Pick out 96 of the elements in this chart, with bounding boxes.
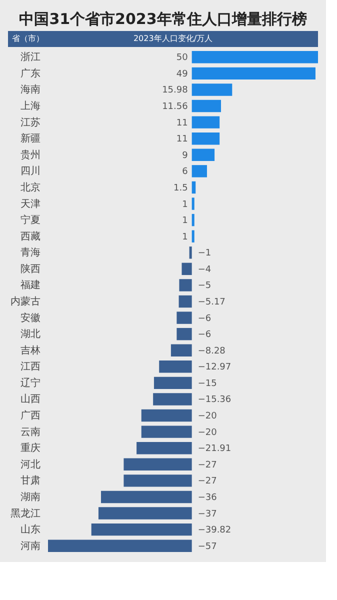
- data-label: −8.28: [198, 346, 226, 356]
- y-tick-label: 黑龙江: [10, 507, 40, 520]
- data-label: 11.56: [162, 102, 188, 112]
- data-label: −1: [198, 248, 212, 259]
- bar: [170, 344, 192, 356]
- data-label: −15: [198, 378, 217, 389]
- bar: [192, 214, 194, 226]
- bar: [192, 165, 207, 178]
- bar: [192, 230, 194, 242]
- data-label: 11: [176, 134, 188, 145]
- y-tick-label: 宁夏: [20, 214, 40, 226]
- y-axis-title: 省（市）: [12, 34, 44, 43]
- bar: [124, 474, 192, 487]
- data-label: −15.36: [198, 395, 232, 406]
- data-label: −27: [198, 476, 217, 487]
- y-tick-label: 山西: [20, 393, 40, 406]
- data-label: −12.97: [198, 362, 232, 373]
- data-label: 1.5: [174, 183, 188, 194]
- y-tick-label: 内蒙古: [10, 296, 40, 308]
- bar: [141, 409, 192, 422]
- y-tick-label: 上海: [20, 100, 40, 112]
- chart-title: 中国31个省市2023年常住人口增量排行榜: [19, 10, 307, 28]
- y-tick-label: 云南: [20, 426, 40, 438]
- data-label: 50: [176, 53, 188, 64]
- y-tick-label: 贵州: [20, 148, 40, 161]
- data-label: −5: [198, 281, 212, 292]
- data-label: −37: [198, 509, 217, 520]
- data-label: −6: [198, 330, 212, 340]
- data-label: −6: [198, 314, 212, 324]
- y-tick-label: 广东: [20, 67, 40, 80]
- bar: [48, 540, 192, 552]
- x-axis-title: 2023年人口变化/万人: [133, 34, 213, 43]
- y-tick-label: 安徽: [20, 312, 40, 324]
- bar: [176, 312, 192, 324]
- data-label: −5.17: [198, 298, 226, 308]
- bar: [182, 262, 192, 276]
- bar: [179, 279, 192, 292]
- y-tick-label: 青海: [20, 246, 40, 259]
- data-label: −36: [198, 492, 218, 503]
- y-tick-label: 重庆: [20, 442, 40, 454]
- bar: [100, 490, 192, 504]
- bar: [159, 360, 192, 373]
- data-label: 6: [182, 167, 188, 178]
- bar: [192, 132, 220, 145]
- bar: [98, 507, 192, 520]
- data-label: −4: [198, 264, 212, 275]
- data-label: −20: [198, 412, 218, 422]
- bar: [176, 328, 192, 340]
- data-label: −39.82: [198, 526, 232, 536]
- bar: [136, 442, 192, 454]
- y-tick-label: 北京: [20, 181, 40, 194]
- bar: [192, 100, 221, 112]
- data-label: 1: [182, 200, 188, 210]
- y-tick-label: 陕西: [20, 262, 40, 275]
- bar: [91, 523, 192, 536]
- bar: [192, 67, 316, 80]
- bar: [192, 116, 220, 128]
- y-tick-label: 湖南: [20, 490, 40, 503]
- y-tick-label: 江西: [20, 360, 40, 373]
- bar: [124, 458, 192, 471]
- bar: [192, 84, 232, 96]
- y-tick-label: 广西: [20, 410, 40, 422]
- y-tick-label: 浙江: [20, 51, 40, 64]
- y-tick-label: 河南: [20, 540, 40, 552]
- bar: [178, 295, 192, 308]
- bar: [192, 148, 215, 161]
- y-tick-label: 新疆: [20, 132, 40, 145]
- bar: [154, 376, 192, 390]
- data-label: 1: [182, 216, 188, 226]
- y-tick-label: 海南: [20, 84, 40, 96]
- data-label: −21.91: [198, 444, 232, 454]
- bar: [153, 393, 192, 406]
- data-label: 9: [182, 150, 188, 161]
- y-tick-label: 四川: [20, 165, 40, 178]
- y-tick-label: 甘肃: [20, 474, 40, 487]
- data-label: −57: [198, 542, 217, 552]
- bar: [189, 246, 192, 259]
- data-label: 11: [176, 118, 188, 128]
- y-tick-label: 辽宁: [20, 376, 40, 389]
- y-tick-label: 江苏: [20, 116, 40, 128]
- bar: [192, 51, 318, 64]
- data-label: 15.98: [162, 86, 188, 96]
- bar: [141, 426, 192, 438]
- y-tick-label: 吉林: [20, 344, 40, 356]
- data-label: −27: [198, 460, 217, 470]
- data-label: 49: [176, 69, 188, 80]
- y-tick-label: 湖北: [20, 328, 40, 340]
- y-tick-label: 福建: [20, 279, 40, 292]
- data-label: −20: [198, 428, 218, 438]
- bar: [192, 198, 194, 210]
- y-tick-label: 天津: [20, 198, 40, 210]
- data-label: 1: [182, 232, 188, 242]
- y-tick-label: 山东: [20, 524, 40, 536]
- y-tick-label: 河北: [20, 458, 40, 470]
- bar: [192, 181, 196, 194]
- y-tick-label: 西藏: [20, 230, 40, 242]
